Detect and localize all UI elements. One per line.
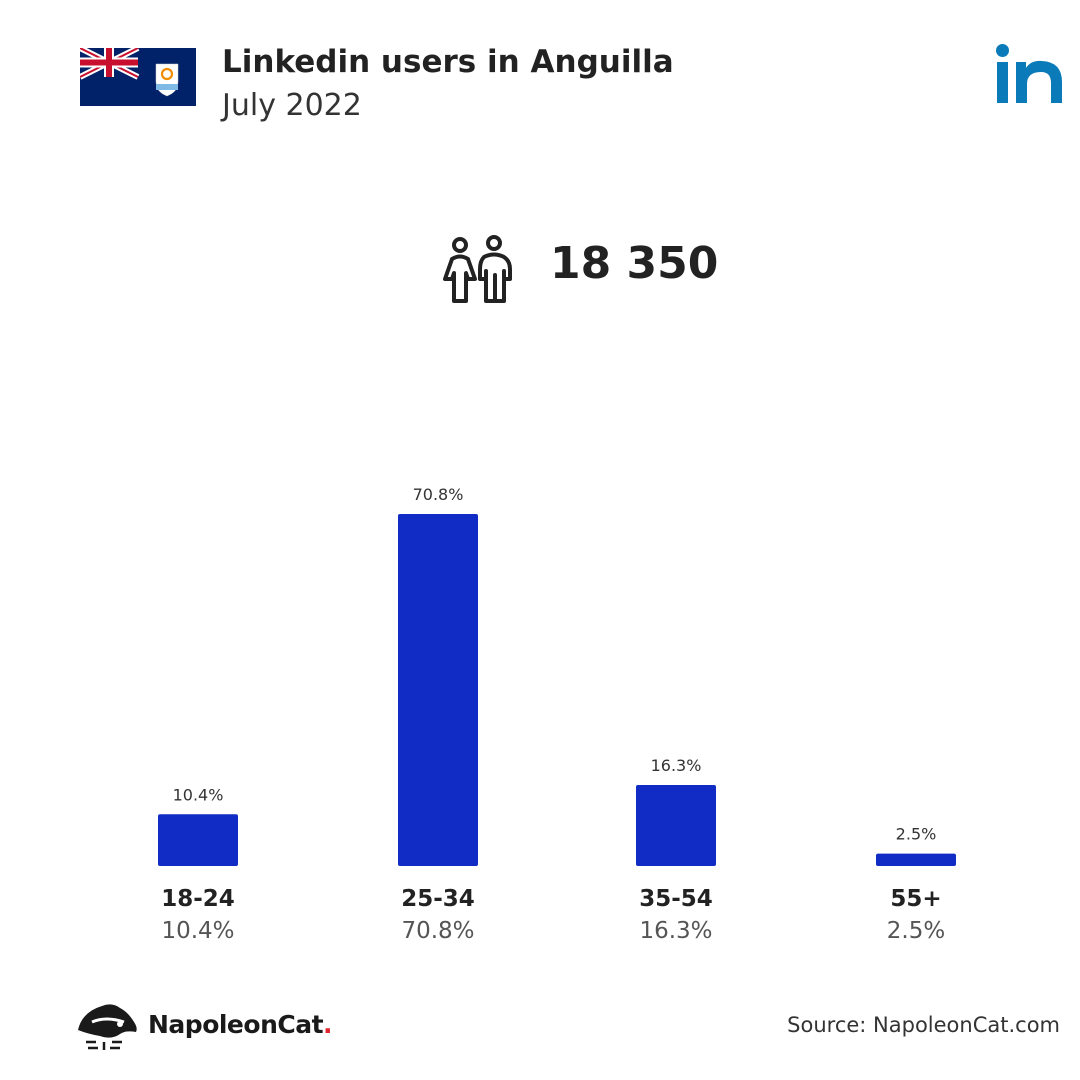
bar-25-34 — [398, 514, 478, 866]
bar-value-label: 70.8% — [413, 485, 464, 504]
bar-55+ — [876, 853, 956, 866]
brand-dot: . — [323, 1010, 333, 1039]
category-percent-label: 2.5% — [887, 918, 945, 944]
anguilla-flag-icon — [80, 48, 196, 106]
bar-value-label: 16.3% — [651, 756, 702, 775]
category-percent-label: 10.4% — [161, 918, 234, 944]
category-label: 55+ — [890, 886, 941, 912]
napoleoncat-logo-icon — [78, 1004, 137, 1050]
users-icon — [443, 235, 512, 303]
source-text: Source: NapoleonCat.com — [787, 1013, 1060, 1037]
category-percent-label: 16.3% — [639, 918, 712, 944]
age-bar-chart: 10.4% 18-24 10.4% 70.8% 25-34 70.8% 16.3% 35-54… — [158, 485, 956, 944]
bar-value-label: 10.4% — [173, 785, 224, 804]
brand-name: NapoleonCat. — [148, 1010, 333, 1039]
bar-value-label: 2.5% — [896, 825, 937, 844]
bar-35-54 — [636, 784, 716, 866]
total-users-value: 18 350 — [550, 238, 719, 289]
page-subtitle: July 2022 — [222, 88, 362, 123]
page-title: Linkedin users in Anguilla — [222, 44, 674, 80]
linkedin-logo-icon — [996, 44, 1062, 103]
category-percent-label: 70.8% — [401, 918, 474, 944]
category-label: 25-34 — [401, 886, 475, 912]
bar-18-24 — [158, 814, 238, 866]
category-label: 35-54 — [639, 886, 713, 912]
category-label: 18-24 — [161, 886, 235, 912]
